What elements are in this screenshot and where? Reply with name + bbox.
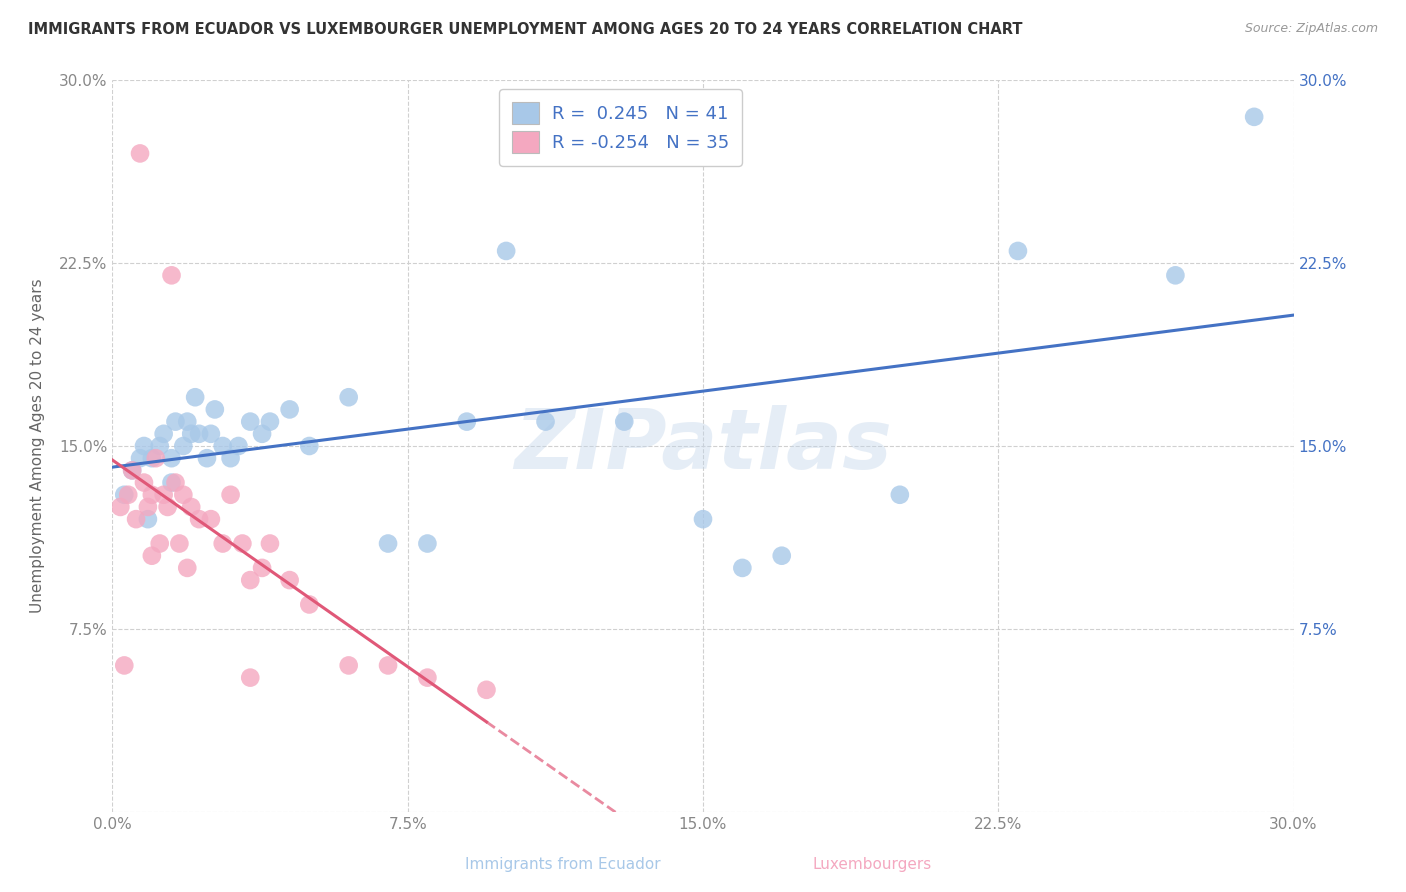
Point bbox=[129, 146, 152, 161]
Point bbox=[278, 402, 301, 417]
Point bbox=[149, 439, 172, 453]
Point bbox=[149, 536, 172, 550]
Point bbox=[692, 512, 714, 526]
Point bbox=[132, 475, 155, 490]
Point bbox=[337, 390, 360, 404]
Point bbox=[278, 573, 301, 587]
Point bbox=[259, 536, 281, 550]
Point bbox=[141, 549, 163, 563]
Point bbox=[112, 658, 135, 673]
Point bbox=[211, 536, 233, 550]
Point bbox=[165, 415, 187, 429]
Point bbox=[141, 451, 163, 466]
Point bbox=[239, 671, 262, 685]
Point bbox=[112, 488, 135, 502]
Point bbox=[219, 451, 242, 466]
Point bbox=[195, 451, 218, 466]
Point bbox=[1164, 268, 1187, 283]
Point bbox=[495, 244, 517, 258]
Point bbox=[180, 500, 202, 514]
Point bbox=[141, 488, 163, 502]
Point bbox=[298, 439, 321, 453]
Point bbox=[172, 439, 194, 453]
Point bbox=[298, 598, 321, 612]
Point bbox=[136, 500, 159, 514]
Point bbox=[259, 415, 281, 429]
Point bbox=[121, 463, 143, 477]
Point bbox=[152, 488, 174, 502]
Point bbox=[200, 426, 222, 441]
Point bbox=[129, 451, 152, 466]
Point bbox=[188, 512, 211, 526]
Point bbox=[239, 573, 262, 587]
Point bbox=[160, 268, 183, 283]
Point bbox=[337, 658, 360, 673]
Point bbox=[152, 426, 174, 441]
Y-axis label: Unemployment Among Ages 20 to 24 years: Unemployment Among Ages 20 to 24 years bbox=[31, 278, 45, 614]
Point bbox=[165, 475, 187, 490]
Point bbox=[160, 451, 183, 466]
Point bbox=[239, 415, 262, 429]
Point bbox=[377, 536, 399, 550]
Point bbox=[169, 536, 191, 550]
Point bbox=[156, 500, 179, 514]
Point bbox=[211, 439, 233, 453]
Point bbox=[204, 402, 226, 417]
Point bbox=[200, 512, 222, 526]
Point bbox=[377, 658, 399, 673]
Point bbox=[188, 426, 211, 441]
Point bbox=[1007, 244, 1029, 258]
Point bbox=[180, 426, 202, 441]
Point bbox=[172, 488, 194, 502]
Point bbox=[228, 439, 250, 453]
Point bbox=[416, 536, 439, 550]
Point bbox=[136, 512, 159, 526]
Text: ZIPatlas: ZIPatlas bbox=[515, 406, 891, 486]
Point bbox=[176, 415, 198, 429]
Point bbox=[250, 561, 273, 575]
Point bbox=[770, 549, 793, 563]
Text: Immigrants from Ecuador: Immigrants from Ecuador bbox=[464, 857, 661, 872]
Point bbox=[475, 682, 498, 697]
Text: Source: ZipAtlas.com: Source: ZipAtlas.com bbox=[1244, 22, 1378, 36]
Text: IMMIGRANTS FROM ECUADOR VS LUXEMBOURGER UNEMPLOYMENT AMONG AGES 20 TO 24 YEARS C: IMMIGRANTS FROM ECUADOR VS LUXEMBOURGER … bbox=[28, 22, 1022, 37]
Point bbox=[1243, 110, 1265, 124]
Point bbox=[889, 488, 911, 502]
Point bbox=[160, 475, 183, 490]
Point bbox=[145, 451, 167, 466]
Point bbox=[125, 512, 148, 526]
Point bbox=[456, 415, 478, 429]
Point bbox=[613, 415, 636, 429]
Point bbox=[250, 426, 273, 441]
Point bbox=[231, 536, 253, 550]
Point bbox=[184, 390, 207, 404]
Legend: R =  0.245   N = 41, R = -0.254   N = 35: R = 0.245 N = 41, R = -0.254 N = 35 bbox=[499, 89, 742, 166]
Point bbox=[534, 415, 557, 429]
Point bbox=[416, 671, 439, 685]
Point bbox=[110, 500, 132, 514]
Point bbox=[176, 561, 198, 575]
Point bbox=[132, 439, 155, 453]
Point bbox=[117, 488, 139, 502]
Point bbox=[121, 463, 143, 477]
Text: Luxembourgers: Luxembourgers bbox=[813, 857, 931, 872]
Point bbox=[219, 488, 242, 502]
Point bbox=[731, 561, 754, 575]
